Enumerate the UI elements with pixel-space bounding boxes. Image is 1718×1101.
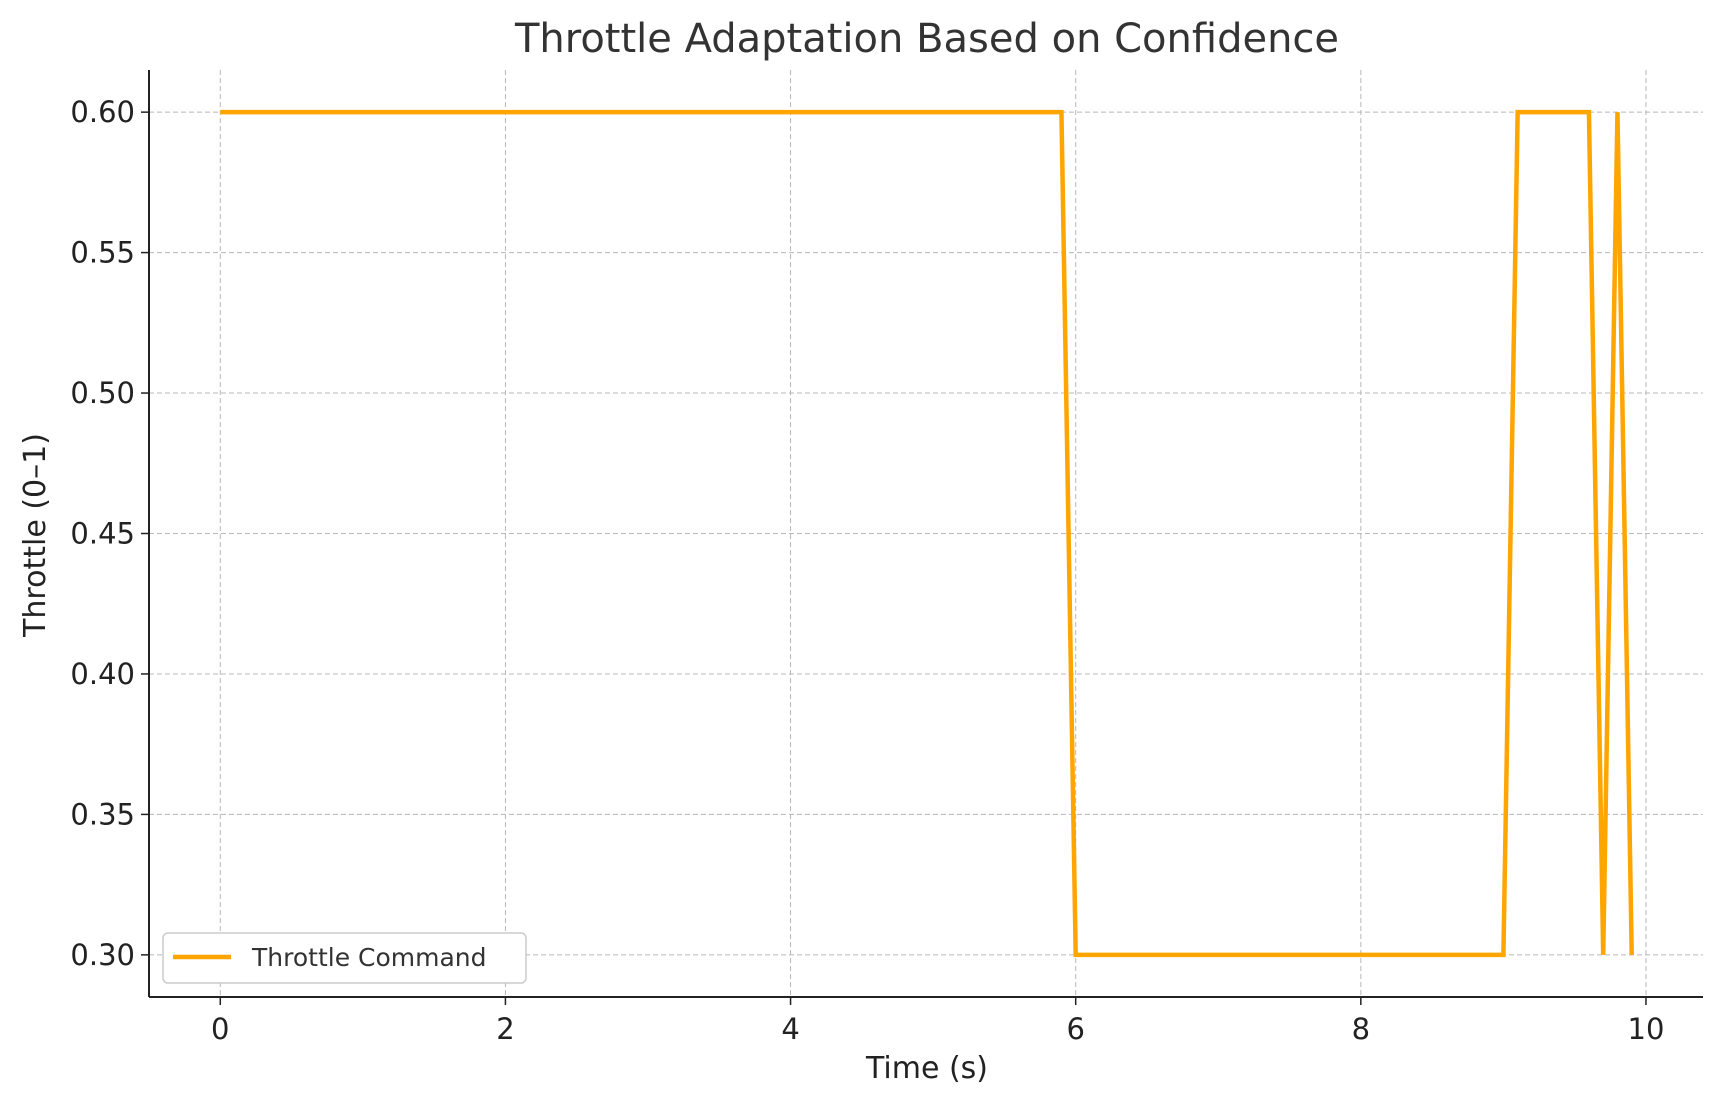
tick-marks: 0 2 4 6 8 10 0.30 0.35 0.40 0.45 0.50 0.55 0.60 [70,95,1664,1046]
x-tick-label: 6 [1066,1012,1084,1046]
y-tick-label: 0.60 [70,95,135,129]
x-tick-label: 4 [781,1012,799,1046]
legend-label: Throttle Command [251,943,487,972]
y-tick-label: 0.55 [70,236,135,270]
chart-title: Throttle Adaptation Based on Confidence [514,16,1339,62]
y-tick-label: 0.45 [70,517,135,551]
series-layer [220,109,1634,958]
legend-box [162,932,527,984]
y-tick-label: 0.40 [70,657,135,691]
y-tick-label: 0.30 [70,938,135,972]
x-tick-label: 2 [496,1012,514,1046]
x-axis-label: Time (s) [865,1051,988,1086]
y-axis-label: Throttle (0–1) [18,433,53,638]
x-tick-label: 8 [1352,1012,1370,1046]
series-line-throttle-command [220,109,1634,958]
x-tick-label: 10 [1628,1012,1665,1046]
y-tick-label: 0.35 [70,797,135,831]
legend: Throttle Command [162,932,527,984]
y-tick-label: 0.50 [70,376,135,410]
x-tick-label: 0 [211,1012,229,1046]
